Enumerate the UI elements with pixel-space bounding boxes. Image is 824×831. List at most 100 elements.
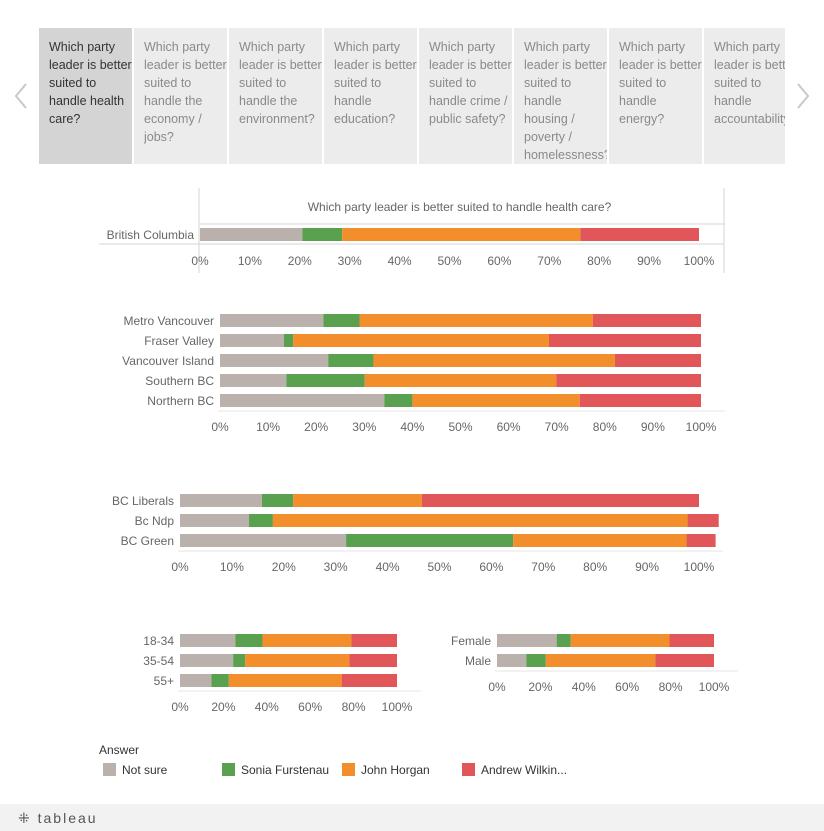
- tab-environment[interactable]: Which party leader is better suited to h…: [229, 28, 322, 164]
- tick-label: 50%: [427, 560, 451, 574]
- bar-segment: [579, 394, 701, 407]
- tab-label: Which party leader is better suited to h…: [619, 40, 702, 126]
- tab-accountability[interactable]: Which party leader is better suited to h…: [704, 28, 785, 164]
- tab-energy[interactable]: Which party leader is better suited to h…: [609, 28, 702, 164]
- tick-label: 10%: [238, 254, 262, 268]
- legend-item-horgan[interactable]: John Horgan: [342, 763, 430, 779]
- bar-segment: [669, 634, 714, 647]
- bar-segment: [570, 634, 670, 647]
- tick-label: 60%: [487, 254, 511, 268]
- legend-item-wilkinson[interactable]: Andrew Wilkin...: [462, 763, 567, 779]
- bar-segment: [211, 674, 229, 687]
- tick-label: 60%: [615, 680, 639, 694]
- bar-segment: [341, 674, 397, 687]
- tick-label: 40%: [388, 254, 412, 268]
- bar-segment: [384, 394, 413, 407]
- bar-segment: [262, 634, 352, 647]
- bar-segment: [220, 354, 329, 367]
- row-label: Southern BC: [145, 374, 214, 388]
- bar-segment: [302, 228, 343, 241]
- row-label: Metro Vancouver: [124, 314, 215, 328]
- row-label: 18-34: [143, 634, 174, 648]
- prev-arrow-icon[interactable]: [11, 78, 31, 114]
- tick-label: 0%: [211, 420, 229, 434]
- bar-segment: [180, 534, 347, 547]
- tick-label: 70%: [537, 254, 561, 268]
- tick-label: 100%: [382, 700, 413, 714]
- legend-label: Andrew Wilkin...: [481, 763, 568, 777]
- bar-segment: [272, 514, 688, 527]
- bar-segment: [342, 228, 581, 241]
- bar-segment: [526, 654, 546, 667]
- tab-crime[interactable]: Which party leader is better suited to h…: [419, 28, 512, 164]
- row-label: Northern BC: [147, 394, 214, 408]
- tick-label: 90%: [637, 254, 661, 268]
- tick-label: 70%: [545, 420, 569, 434]
- bar-segment: [293, 334, 550, 347]
- bar-segment: [549, 334, 701, 347]
- bar-segment: [580, 228, 699, 241]
- bar-segment: [220, 314, 324, 327]
- next-arrow-icon[interactable]: [793, 78, 813, 114]
- bar-segment: [245, 654, 350, 667]
- legend-label: John Horgan: [361, 763, 430, 777]
- legend-item-furstenau[interactable]: Sonia Furstenau: [222, 763, 329, 779]
- tableau-wordmark: tableau: [37, 810, 98, 826]
- row-label: 35-54: [143, 654, 174, 668]
- tick-label: 30%: [338, 254, 362, 268]
- tab-housing[interactable]: Which party leader is better suited to h…: [514, 28, 607, 164]
- bar-segment: [687, 514, 719, 527]
- tab-education[interactable]: Which party leader is better suited to h…: [324, 28, 417, 164]
- bar-segment: [497, 634, 557, 647]
- tab-health-care[interactable]: Which party leader is better suited to h…: [39, 28, 132, 164]
- tab-label: Which party leader is better suited to h…: [714, 40, 785, 126]
- tab-label: Which party leader is better suited to h…: [239, 40, 322, 126]
- tick-label: 0%: [171, 700, 189, 714]
- tick-label: 0%: [191, 254, 209, 268]
- bar-segment: [323, 314, 360, 327]
- tab-label: Which party leader is better suited to h…: [429, 40, 512, 126]
- bar-segment: [228, 674, 342, 687]
- legend-item-not-sure[interactable]: Not sure: [103, 763, 167, 779]
- bar-segment: [349, 654, 397, 667]
- bar-segment: [293, 494, 422, 507]
- footer-bar: ⁜ tableau: [0, 804, 824, 831]
- tick-label: 60%: [298, 700, 322, 714]
- tick-label: 10%: [256, 420, 280, 434]
- row-label: Fraser Valley: [144, 334, 214, 348]
- bar-segment: [545, 654, 656, 667]
- bar-segment: [556, 634, 571, 647]
- bar-segment: [262, 494, 294, 507]
- legend-swatch: [103, 763, 116, 776]
- tick-label: 80%: [583, 560, 607, 574]
- tick-label: 10%: [220, 560, 244, 574]
- tableau-logo[interactable]: ⁜ tableau: [18, 810, 98, 827]
- legend-swatch: [342, 763, 355, 776]
- tick-label: 90%: [641, 420, 665, 434]
- tick-label: 20%: [272, 560, 296, 574]
- row-label: Male: [465, 654, 491, 668]
- row-label: 55+: [154, 674, 174, 688]
- tick-label: 80%: [659, 680, 683, 694]
- bar-segment: [283, 334, 294, 347]
- tick-label: 80%: [593, 420, 617, 434]
- tab-label: Which party leader is better suited to h…: [334, 40, 417, 126]
- tick-label: 60%: [479, 560, 503, 574]
- tick-label: 80%: [587, 254, 611, 268]
- tick-label: 100%: [686, 420, 717, 434]
- tab-economy[interactable]: Which party leader is better suited to h…: [134, 28, 227, 164]
- bar-segment: [497, 654, 527, 667]
- tick-label: 70%: [531, 560, 555, 574]
- bar-segment: [180, 654, 234, 667]
- tick-label: 50%: [437, 254, 461, 268]
- tick-label: 0%: [171, 560, 189, 574]
- tick-label: 90%: [635, 560, 659, 574]
- bar-segment: [180, 494, 263, 507]
- bar-segment: [686, 534, 716, 547]
- bar-segment: [614, 354, 701, 367]
- bar-segment: [513, 534, 687, 547]
- tick-label: 40%: [572, 680, 596, 694]
- legend-swatch: [222, 763, 235, 776]
- bar-segment: [359, 314, 593, 327]
- tab-label: Which party leader is better suited to h…: [524, 40, 607, 162]
